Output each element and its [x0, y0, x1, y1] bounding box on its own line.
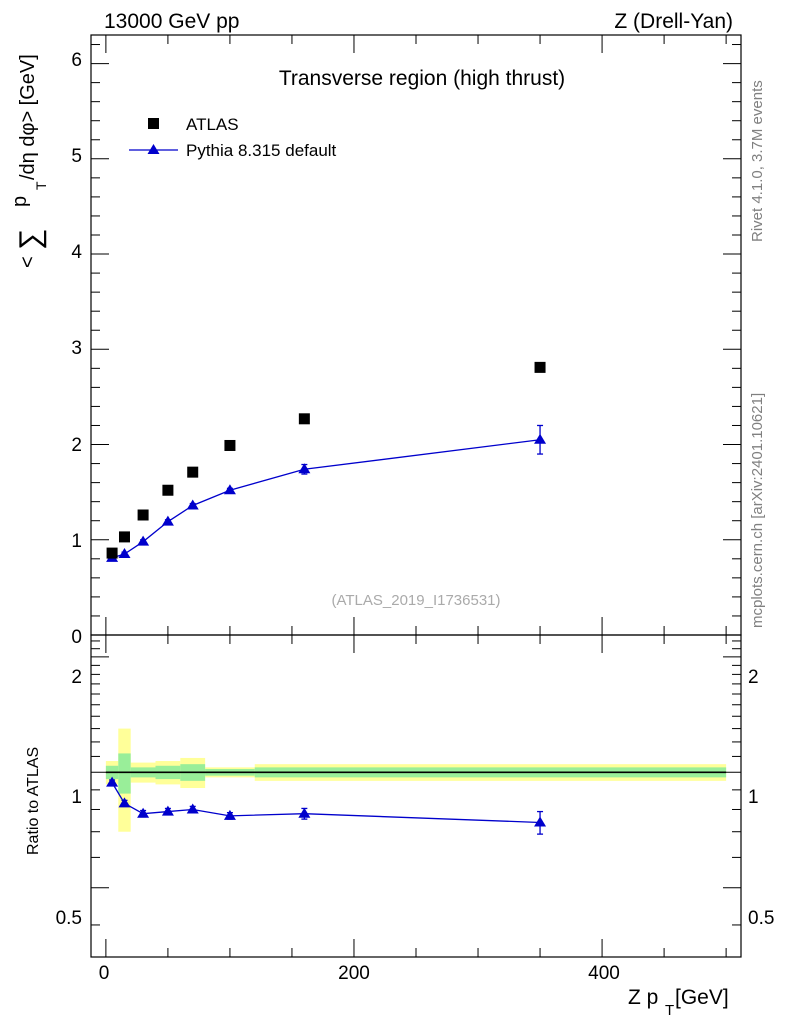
process-label: Z (Drell-Yan) — [614, 10, 733, 33]
main-ytick-label-2: 2 — [71, 435, 82, 456]
xtick-label-200: 200 — [338, 963, 370, 984]
ratio-ytick-label-0: 0.5 — [56, 908, 82, 929]
legend-marker-pythia — [147, 144, 160, 154]
ratio-y-tick-labels: 0.5 1 2 — [56, 667, 82, 929]
legend-marker-atlas — [148, 118, 159, 129]
ratio-ticks — [91, 635, 741, 957]
x-tick-labels: 0 200 400 — [99, 963, 620, 984]
ratio-mc-point — [534, 816, 547, 827]
mc-line — [111, 439, 541, 559]
ratio-mc-point — [186, 803, 199, 814]
mc-point — [223, 484, 236, 495]
data-point — [187, 466, 199, 478]
mc-point — [137, 535, 150, 546]
ratio-ytick-label-1: 1 — [71, 787, 82, 808]
ratio-ytick-label-right-1: 1 — [748, 787, 759, 808]
x-axis-label: Z p T [GeV] — [628, 986, 729, 1019]
xlabel-main: Z p — [628, 986, 658, 1009]
plot-title: Transverse region (high thrust) — [279, 67, 565, 90]
ratio-mc-line — [111, 782, 541, 824]
xtick-label-400: 400 — [588, 963, 620, 984]
ratio-y-tick-labels-right: 0.5 1 2 — [748, 667, 774, 929]
xlabel-sub: T — [665, 1002, 674, 1019]
legend-label-atlas: ATLAS — [186, 115, 239, 134]
main-ytick-label-4: 4 — [71, 242, 82, 263]
data-point — [162, 484, 174, 496]
data-point — [106, 547, 118, 559]
data-point — [224, 439, 236, 451]
data-point — [137, 509, 149, 521]
main-y-axis-label: < ∑ p T /dη dφ> [GeV] — [9, 54, 49, 268]
ratio-frame — [90, 634, 742, 958]
legend-label-pythia: Pythia 8.315 default — [186, 141, 337, 160]
ratio-mc-point — [137, 807, 150, 818]
xtick-label-0: 0 — [99, 963, 110, 984]
ylabel-rest: /dη dφ> [GeV] — [17, 54, 39, 180]
data-point — [298, 413, 310, 425]
ratio-ytick-label-right-0: 0.5 — [748, 908, 774, 929]
ratio-ytick-label-right-2: 2 — [748, 667, 759, 688]
mcplots-label: mcplots.cern.ch [arXiv:2401.10621] — [749, 393, 766, 628]
ylabel-lt: < — [17, 256, 39, 268]
ratio-plot-content — [105, 728, 727, 835]
data-point — [118, 531, 130, 543]
main-panel: 0 1 2 3 4 5 6 Transverse region (high th… — [9, 34, 742, 648]
main-ytick-label-3: 3 — [71, 338, 82, 359]
band-inner — [118, 753, 131, 794]
rivet-label: Rivet 4.1.0, 3.7M events — [749, 80, 766, 242]
xlabel-rest: [GeV] — [675, 986, 729, 1009]
ylabel-p: p — [9, 196, 31, 207]
ylabel-sum: ∑ — [14, 229, 47, 250]
mc-point — [161, 515, 174, 526]
ratio-mc-point — [298, 807, 311, 818]
main-plot-content — [106, 361, 547, 562]
ratio-panel: 0.5 1 2 0.5 1 2 0 200 400 Ratio to ATLAS… — [25, 634, 774, 1019]
main-ytick-label-6: 6 — [71, 50, 82, 71]
main-ytick-label-5: 5 — [71, 146, 82, 167]
ratio-mc-point — [223, 809, 236, 820]
mc-point — [534, 433, 547, 444]
ratio-mc-point — [118, 797, 131, 808]
ratio-mc-point — [161, 805, 174, 816]
ratio-mc-point — [106, 776, 119, 787]
ratio-y-axis-label: Ratio to ATLAS — [25, 747, 42, 855]
data-point — [534, 361, 546, 373]
main-y-ticks — [91, 35, 741, 636]
mc-point — [186, 499, 199, 510]
analysis-label: (ATLAS_2019_I1736531) — [331, 592, 500, 609]
ratio-ytick-label-2: 2 — [71, 667, 82, 688]
main-ytick-label-0: 0 — [71, 627, 82, 648]
mc-point — [298, 463, 311, 474]
ylabel-sub: T — [33, 181, 49, 190]
energy-label: 13000 GeV pp — [104, 10, 239, 33]
main-ytick-label-1: 1 — [71, 531, 82, 552]
mc-point — [118, 548, 131, 559]
legend: ATLAS Pythia 8.315 default — [129, 115, 337, 160]
main-y-tick-labels: 0 1 2 3 4 5 6 — [71, 50, 82, 648]
